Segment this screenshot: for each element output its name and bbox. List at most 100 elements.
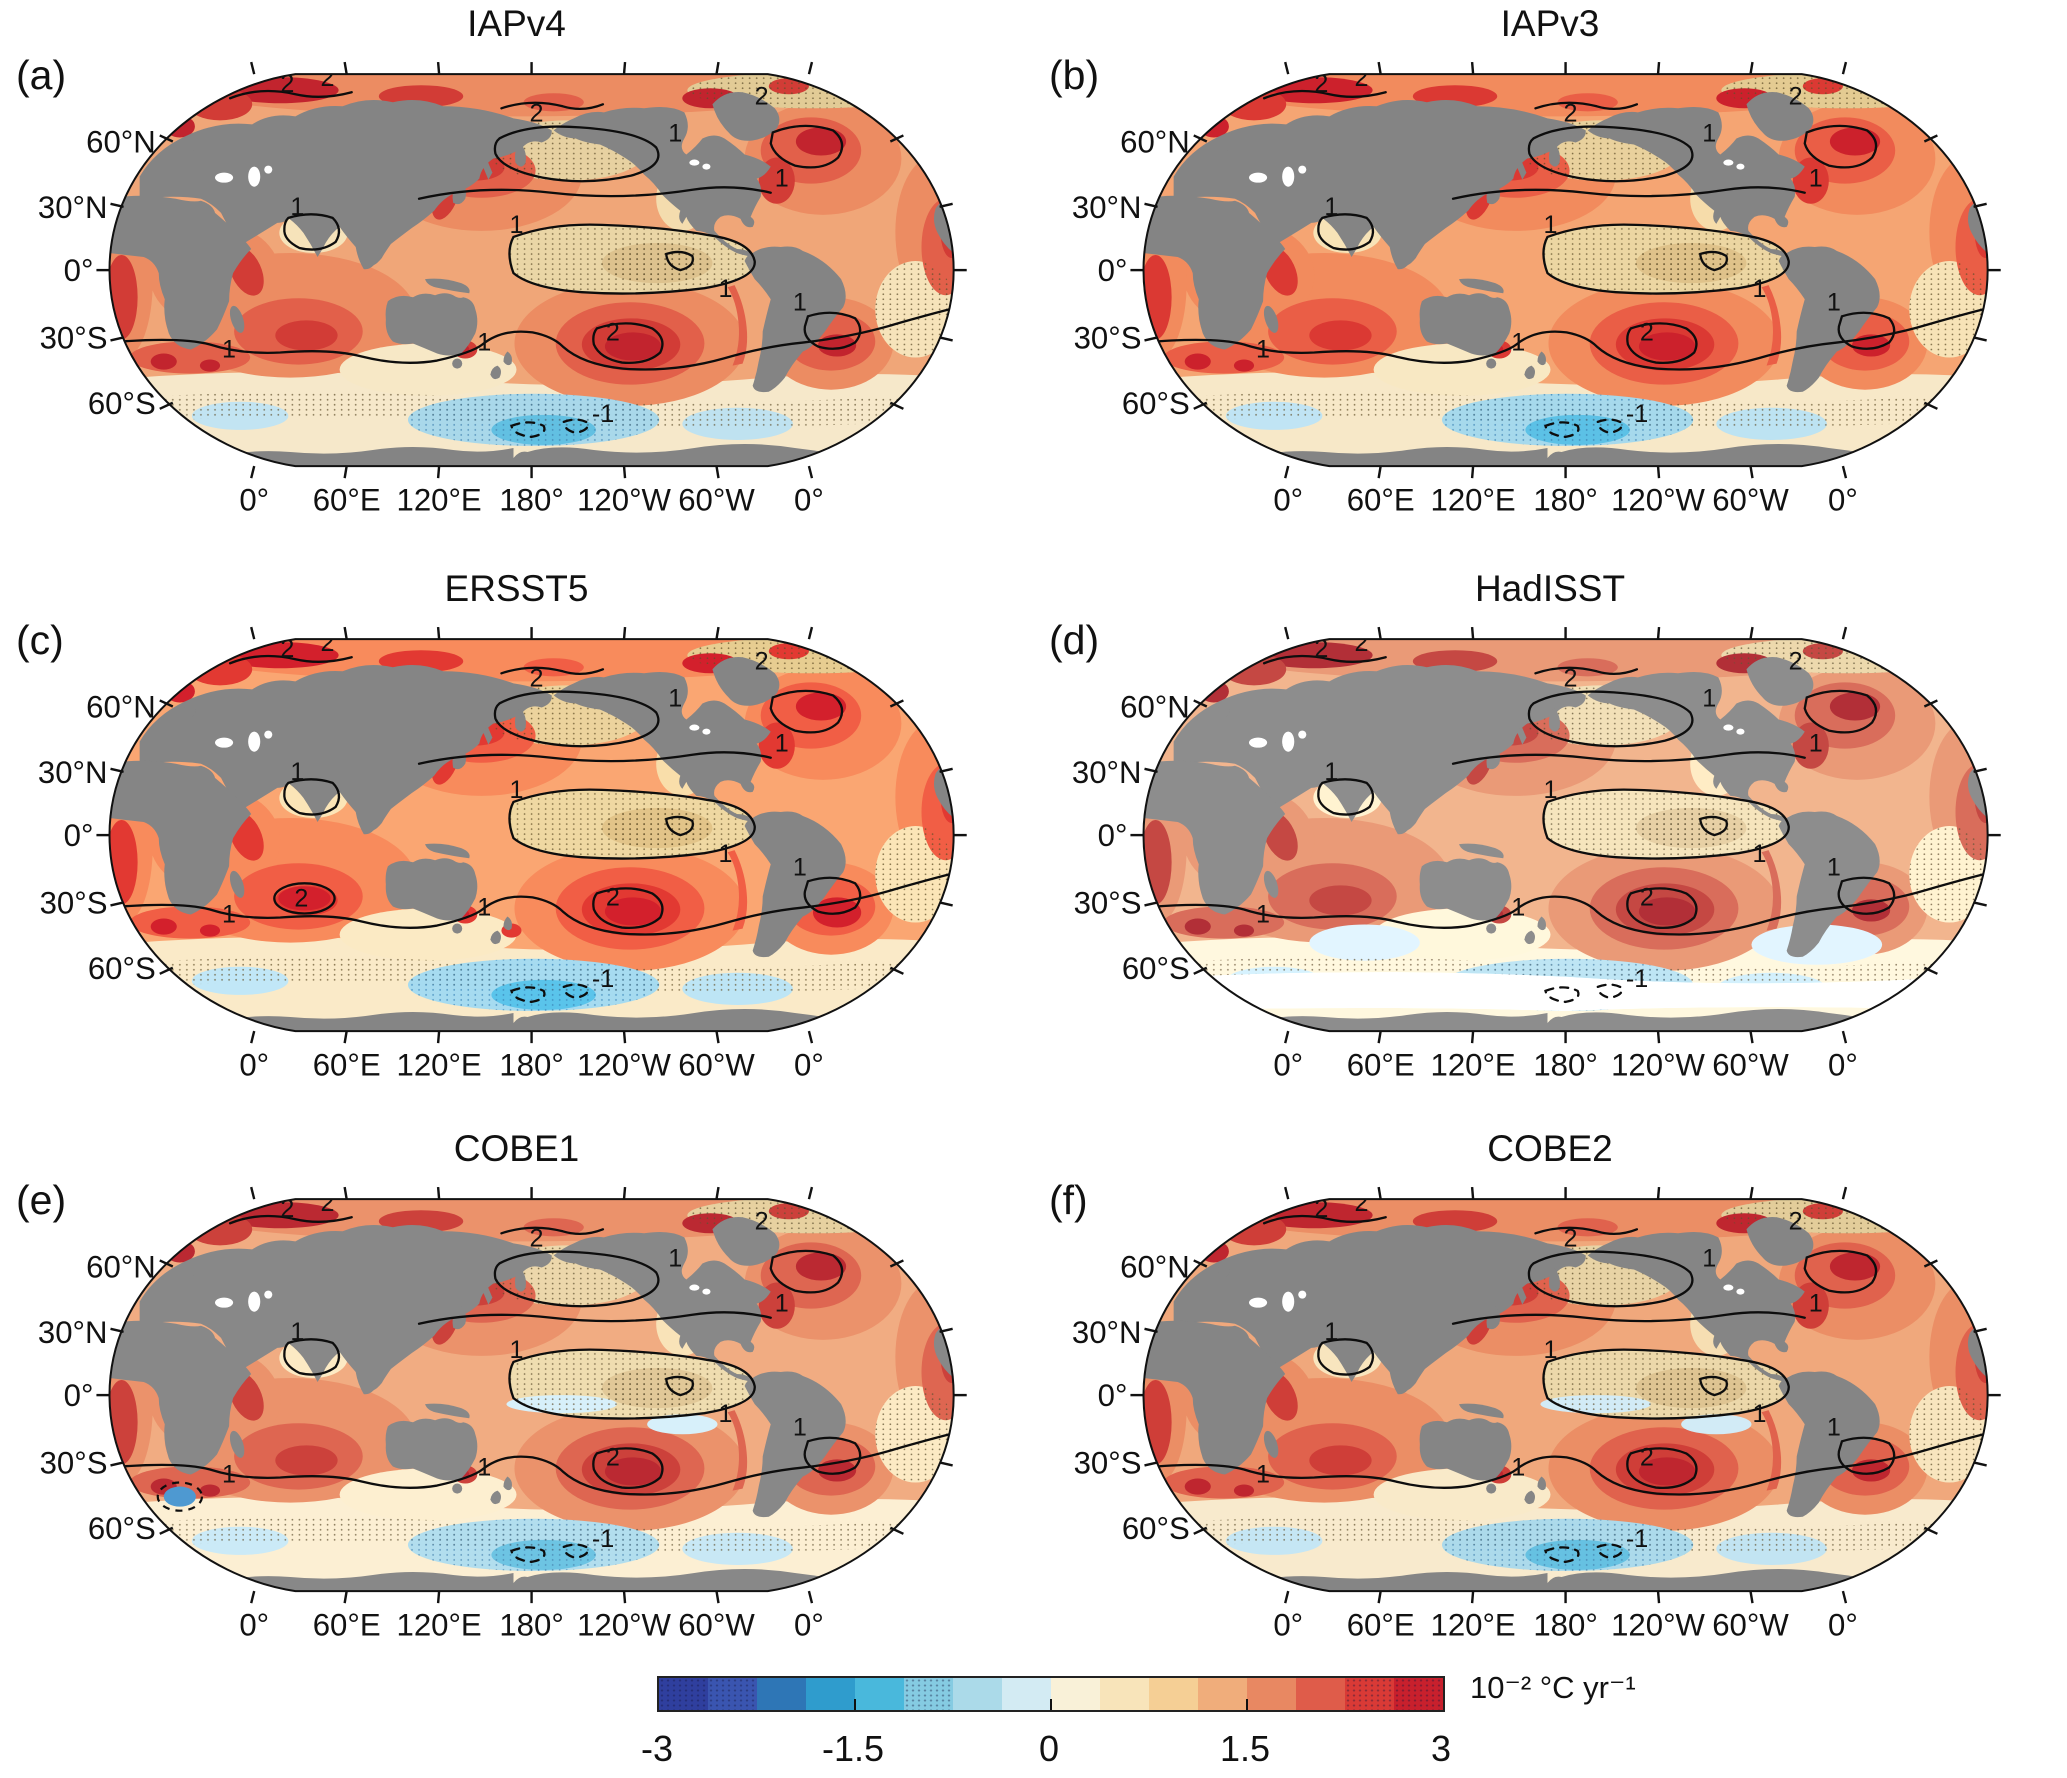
map-area: 1 1 1 1 1 1 1 1 2 2 2 2 2 2 -1 60°N 30°N… (1033, 46, 2067, 565)
svg-text:1: 1 (1256, 336, 1270, 364)
colorbar-area: -3 -1.5 0 1.5 3 10⁻² °C yr⁻¹ (0, 1662, 2067, 1778)
svg-text:60°N: 60°N (1120, 1250, 1190, 1285)
svg-text:60°E: 60°E (1346, 1607, 1414, 1642)
continents (1142, 656, 1988, 1032)
svg-text:30°S: 30°S (40, 320, 108, 355)
svg-text:60°N: 60°N (1120, 690, 1190, 725)
panel-title: IAPv3 (1500, 3, 1600, 44)
world-map: 1 1 1 1 1 1 1 1 2 2 2 2 2 2 -1 60°N 30°N… (38, 626, 967, 1083)
svg-text:2: 2 (1314, 635, 1328, 663)
new-zealand (503, 1476, 512, 1491)
south-america (1778, 246, 1880, 393)
svg-text:1: 1 (1752, 275, 1766, 303)
sakhalin (1516, 160, 1526, 180)
axis-labels: 60°N 30°N 0° 30°S 60°S 0° 60°E 120°E 180… (38, 125, 824, 518)
svg-text:1: 1 (1826, 1413, 1840, 1441)
map-area: 1 1 1 1 1 1 1 1 2 2 2 2 2 2 -1 60°N 30°N… (1033, 1171, 2067, 1665)
africa (1142, 760, 1285, 915)
svg-text:2: 2 (606, 318, 620, 346)
iberia-sliver (939, 172, 954, 192)
eurasia (1173, 665, 1586, 835)
lakes (215, 724, 711, 752)
svg-text:60°N: 60°N (1120, 125, 1190, 160)
colorbar-segment (806, 1678, 855, 1710)
svg-text:1: 1 (477, 328, 491, 356)
australia (1419, 1418, 1511, 1481)
colorbar-tick-label: -1.5 (821, 1728, 885, 1769)
map-panel-ersst5: ERSST5 (c) (0, 565, 1033, 1125)
colorbar-segment (1394, 1678, 1443, 1710)
svg-text:120°E: 120°E (397, 1607, 482, 1642)
svg-text:60°E: 60°E (313, 482, 381, 517)
tasmania (1485, 923, 1496, 934)
svg-text:180°: 180° (499, 482, 563, 517)
contour-lines (1142, 89, 1988, 439)
africa (1142, 195, 1285, 350)
south-america (744, 246, 846, 393)
svg-text:1: 1 (509, 776, 523, 804)
map-panel-cobe1: COBE1 (e) (0, 1125, 1033, 1665)
svg-text:1: 1 (290, 1318, 304, 1346)
axis-ticks (96, 61, 967, 479)
colorbar-segment (708, 1678, 757, 1710)
svg-text:60°N: 60°N (86, 125, 156, 160)
svg-text:120°E: 120°E (397, 1047, 482, 1082)
kamchatka (1548, 707, 1560, 732)
tasmania (452, 1483, 463, 1494)
svg-text:120°W: 120°W (1611, 482, 1705, 517)
map-outline (108, 1198, 955, 1593)
svg-text:180°: 180° (1533, 1607, 1597, 1642)
new-zealand (1536, 916, 1546, 931)
contour-lines (1142, 654, 1988, 1004)
svg-text:1: 1 (775, 1290, 789, 1318)
contour-labels: 1 1 1 1 1 1 1 1 2 2 2 2 2 2 -1 (222, 1195, 807, 1553)
svg-text:0°: 0° (64, 818, 94, 853)
colorbar-segment (1345, 1678, 1394, 1710)
axis-labels: 60°N 30°N 0° 30°S 60°S 0° 60°E 120°E 180… (38, 690, 824, 1083)
continents (1142, 91, 1988, 467)
svg-text:1: 1 (1702, 119, 1716, 147)
svg-text:1: 1 (222, 901, 236, 929)
new-zealand (1536, 351, 1546, 366)
madagascar (1263, 305, 1278, 333)
colorbar-segment (953, 1678, 1002, 1710)
australia (385, 293, 478, 356)
lakes (215, 1284, 711, 1312)
new-guinea (1458, 1403, 1504, 1419)
svg-text:60°N: 60°N (86, 690, 156, 725)
map-outline (1141, 1198, 1989, 1593)
colorbar-segment (1100, 1678, 1149, 1710)
svg-text:2: 2 (280, 1195, 294, 1223)
svg-text:2: 2 (1563, 1224, 1577, 1252)
kamchatka (514, 142, 526, 167)
colorbar-tick-label: 1.5 (1219, 1728, 1271, 1769)
tasmania (1485, 358, 1496, 369)
colorbar-unit: 10⁻² °C yr⁻¹ (1470, 1670, 1636, 1705)
svg-text:-1: -1 (592, 400, 614, 428)
tasmania (452, 358, 463, 369)
svg-text:0°: 0° (239, 1047, 269, 1082)
greenland (1745, 656, 1813, 706)
svg-text:120°W: 120°W (577, 482, 671, 517)
greenland (712, 91, 780, 141)
svg-text:2: 2 (1354, 629, 1368, 657)
svg-text:30°N: 30°N (1071, 190, 1141, 225)
svg-text:0°: 0° (1273, 482, 1303, 517)
world-map: 1 1 1 1 1 1 1 1 2 2 2 2 2 2 -1 60°N 30°N… (1071, 1186, 2001, 1642)
colorbar-segment (1149, 1678, 1198, 1710)
kamchatka (1548, 1267, 1560, 1292)
contour-lines (109, 654, 954, 1004)
sakhalin (483, 1285, 493, 1305)
svg-text:30°N: 30°N (1071, 1315, 1141, 1350)
panel-letter: (f) (1049, 1177, 1088, 1223)
map-outline (1141, 638, 1989, 1033)
new-zealand-south (1523, 365, 1535, 380)
sakhalin (483, 160, 493, 180)
madagascar (1263, 870, 1278, 898)
africa (109, 760, 252, 915)
svg-text:0°: 0° (1273, 1607, 1303, 1642)
svg-text:2: 2 (321, 64, 335, 92)
north-america (1587, 106, 1805, 258)
colorbar-tick-label: -3 (640, 1728, 674, 1769)
new-zealand-south (490, 365, 502, 380)
